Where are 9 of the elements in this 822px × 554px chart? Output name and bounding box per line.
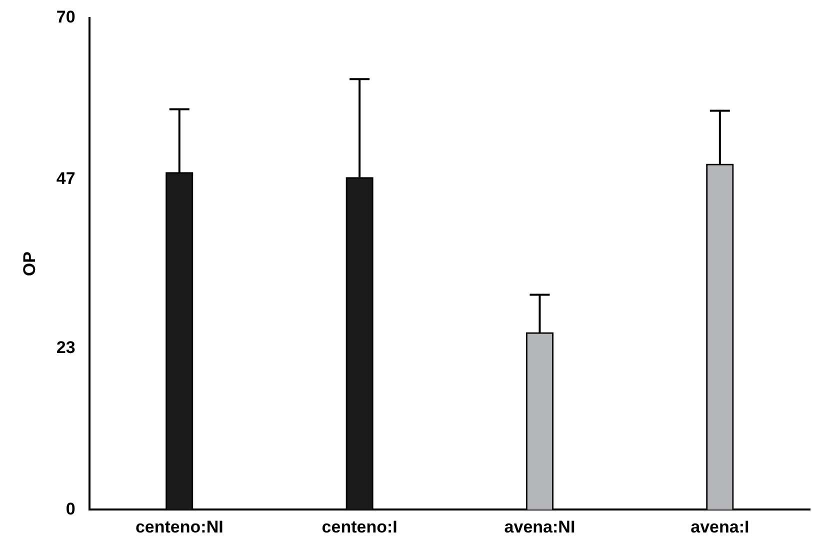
y-tick-label: 0 (66, 499, 76, 518)
y-tick-label: 23 (56, 338, 76, 357)
x-tick-label: avena:NI (504, 517, 576, 536)
y-axis-title: OP (20, 252, 39, 276)
x-tick-label: centeno:I (322, 517, 398, 536)
x-tick-label: centeno:NI (135, 517, 224, 536)
x-tick-label: avena:I (690, 517, 750, 536)
y-tick-label: 47 (56, 169, 76, 188)
y-tick-label: 70 (56, 8, 76, 27)
